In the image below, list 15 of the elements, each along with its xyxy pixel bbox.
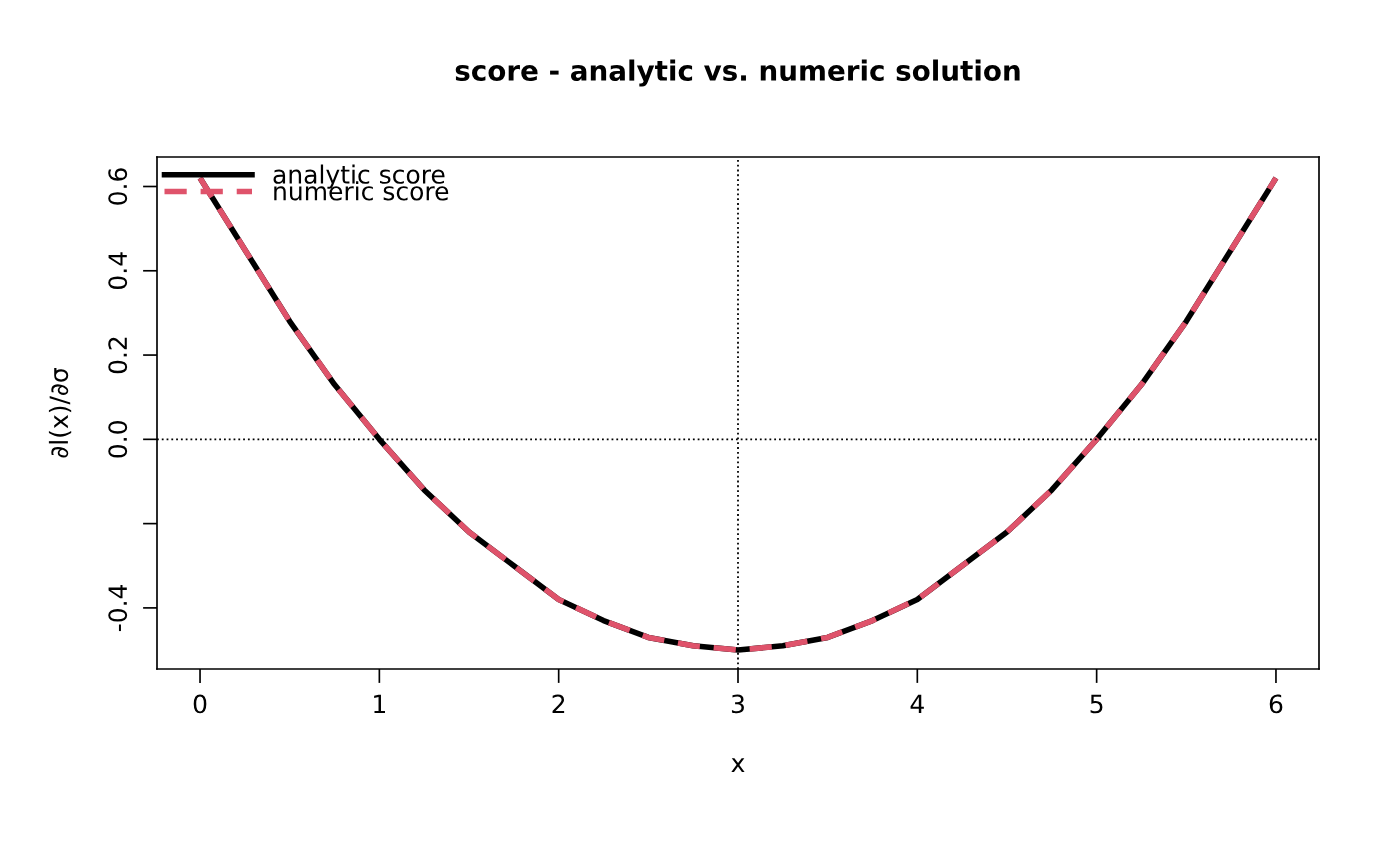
- x-tick-label: 2: [552, 694, 565, 713]
- y-axis-title: ∂l(x)/∂σ: [48, 368, 72, 458]
- x-tick-label: 1: [374, 694, 385, 713]
- x-tick-label: 5: [1090, 694, 1103, 714]
- x-axis-title: x: [731, 758, 745, 772]
- x-tick-label: 0: [193, 694, 207, 714]
- y-tick-label: 0.2: [108, 337, 128, 374]
- y-tick-label: 0.6: [108, 168, 128, 205]
- y-tick-label: 0.0: [108, 421, 128, 458]
- x-tick-label: 6: [1269, 694, 1283, 714]
- y-tick-label: 0.4: [108, 252, 128, 290]
- chart-title: score - analytic vs. numeric solution: [455, 59, 1020, 87]
- x-tick-label: 4: [910, 694, 924, 713]
- y-tick-label: -0.4: [108, 584, 128, 632]
- x-tick-label: 3: [731, 694, 744, 714]
